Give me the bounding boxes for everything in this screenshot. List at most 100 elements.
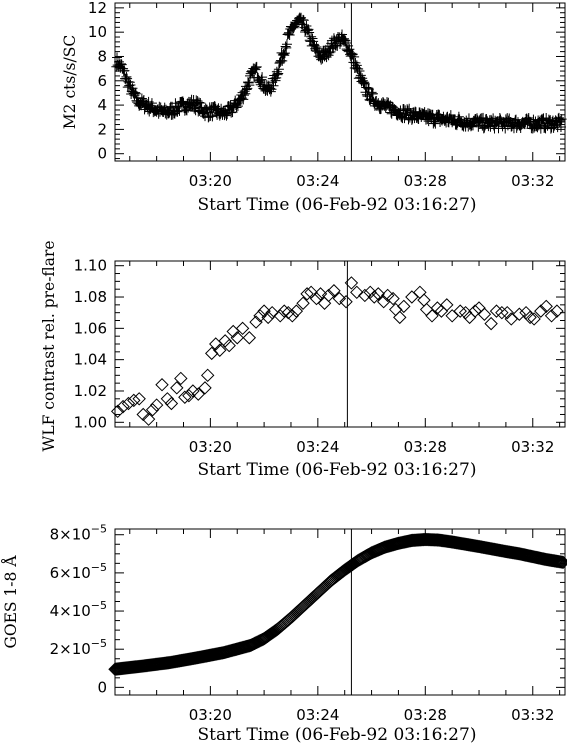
data-point-plus	[279, 48, 290, 59]
data-point-diamond	[213, 343, 227, 357]
data-point-diamond	[236, 640, 250, 655]
data-point-diamond	[393, 310, 407, 325]
data-point-plus	[555, 122, 566, 133]
data-point-diamond	[296, 296, 310, 310]
data-point-diamond	[273, 309, 287, 323]
data-point-plus	[205, 110, 216, 121]
data-point-plus	[251, 62, 262, 73]
data-point-diamond	[405, 290, 419, 304]
data-point-plus	[347, 49, 358, 60]
x-tick-label: 03:24	[296, 438, 339, 456]
y-tick-label: 12	[88, 0, 107, 17]
data-point-diamond	[170, 381, 184, 395]
data-point-diamond	[367, 290, 381, 304]
data-point-diamond	[453, 304, 467, 318]
data-point-plus	[222, 109, 233, 120]
x-tick-label: 03:32	[511, 438, 554, 456]
y-tick-label: 1.00	[74, 413, 107, 431]
data-point-plus	[278, 48, 289, 59]
goes-x-ticks: 03:20 03:24 03:28 03:32	[129, 529, 561, 724]
data-point-plus	[219, 110, 230, 121]
data-point-diamond	[386, 291, 400, 306]
data-point-plus	[308, 39, 319, 50]
data-point-plus	[325, 46, 336, 57]
data-point-diamond	[235, 321, 250, 336]
x-tick-label: 03:28	[404, 706, 447, 724]
data-point-plus	[203, 112, 214, 123]
y-tick-label: 2	[97, 120, 107, 138]
data-point-plus	[291, 17, 302, 28]
data-point-diamond	[462, 310, 477, 325]
data-point-plus	[277, 55, 288, 66]
data-point-plus	[307, 33, 318, 44]
data-point-diamond	[191, 387, 205, 401]
data-point-plus	[361, 89, 372, 100]
data-point-plus	[279, 50, 290, 61]
goes-flux-panel: 02×10−54×10−56×10−58×10−5 03:20 03:24 03:2…	[2, 523, 567, 744]
data-point-diamond	[553, 555, 567, 569]
wlf-x-axis-label: Start Time (06-Feb-92 03:16:27)	[198, 460, 477, 480]
data-point-plus	[328, 33, 339, 44]
y-tick-label: 1.10	[74, 257, 107, 275]
y-tick-label: 6	[97, 72, 107, 90]
y-tick-label: 6×10−5	[50, 561, 107, 582]
x-tick-label: 03:32	[511, 172, 554, 190]
data-point-plus	[359, 77, 370, 88]
data-point-plus	[280, 41, 291, 52]
data-point-diamond	[389, 302, 403, 317]
data-point-diamond	[339, 295, 353, 309]
data-point-plus	[265, 86, 276, 97]
data-point-plus	[410, 106, 421, 117]
y-tick-label: 1.04	[74, 351, 107, 369]
data-point-plus	[240, 88, 251, 99]
wlf-y-axis-label: WLF contrast rel. pre-flare	[40, 240, 58, 451]
data-point-diamond	[309, 291, 324, 306]
x-tick-label: 03:24	[296, 172, 339, 190]
data-point-plus	[250, 64, 261, 75]
y-tick-label: 4	[97, 96, 107, 114]
data-point-plus	[268, 80, 279, 91]
data-point-plus	[121, 71, 132, 82]
data-point-plus	[178, 97, 189, 108]
data-point-diamond	[242, 331, 257, 345]
data-point-diamond	[358, 288, 372, 303]
m2-x-axis-label: Start Time (06-Feb-92 03:16:27)	[198, 195, 477, 215]
wlf-contrast-panel: 1.00 1.02 1.04 1.06 1.08 1.10 03:20 03:24 03:28…	[40, 240, 566, 480]
data-point-plus	[208, 102, 219, 113]
data-point-plus	[140, 99, 151, 110]
m2-data-points	[111, 12, 567, 134]
data-point-plus	[406, 114, 417, 125]
y-tick-label: 10	[88, 23, 107, 41]
data-point-diamond	[484, 316, 498, 331]
data-point-plus	[312, 43, 323, 54]
data-point-plus	[192, 96, 203, 107]
y-tick-label: 4×10−5	[50, 599, 107, 620]
data-point-plus	[357, 73, 368, 84]
data-point-diamond	[281, 305, 295, 320]
wlf-y-ticks: 1.00 1.02 1.04 1.06 1.08 1.10	[74, 257, 565, 431]
data-point-diamond	[350, 285, 364, 300]
x-tick-label: 03:28	[404, 438, 447, 456]
data-point-plus	[112, 52, 123, 63]
data-point-plus	[190, 105, 201, 116]
goes-plot-frame	[114, 528, 566, 696]
x-tick-label: 03:24	[296, 706, 339, 724]
data-point-diamond	[178, 390, 192, 404]
data-point-plus	[473, 121, 484, 132]
data-point-diamond	[160, 392, 175, 406]
data-point-diamond	[554, 555, 567, 569]
data-point-plus	[146, 100, 157, 111]
data-point-diamond	[321, 288, 336, 303]
data-point-diamond	[534, 304, 548, 318]
data-point-diamond	[116, 399, 130, 414]
data-point-plus	[358, 78, 369, 89]
data-point-diamond	[110, 404, 125, 419]
data-point-plus	[274, 58, 285, 69]
data-point-plus	[130, 88, 141, 99]
data-point-diamond	[477, 307, 492, 321]
data-point-diamond	[141, 412, 156, 426]
data-point-diamond	[164, 396, 179, 411]
data-point-diamond	[371, 287, 385, 301]
data-point-diamond	[249, 315, 263, 329]
data-point-diamond	[550, 304, 564, 318]
